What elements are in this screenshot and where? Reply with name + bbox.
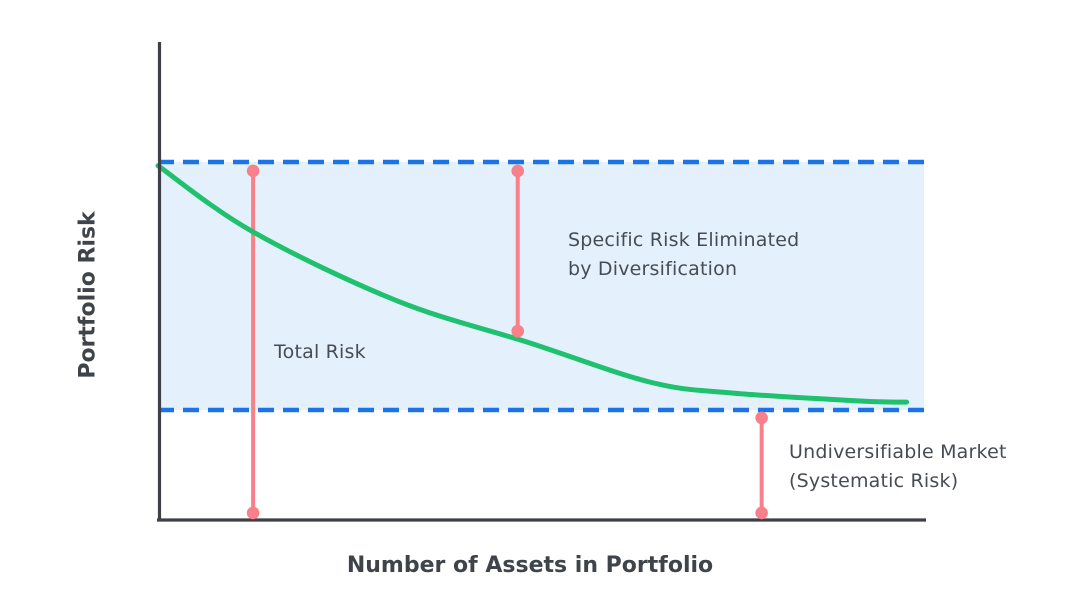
total-risk-span-top-dot (246, 164, 260, 178)
y-axis-label: Portfolio Risk (75, 211, 101, 379)
annotation-specific-risk: Specific Risk Eliminated by Diversificat… (567, 228, 800, 280)
total-risk-curve (155, 163, 910, 405)
total-risk-span-bottom-dot (246, 506, 260, 520)
specific-risk-span-top-dot (511, 164, 525, 178)
specific-risk-span-bottom-dot (511, 324, 525, 338)
systematic-risk-span-top-dot (755, 411, 768, 425)
annotation-total-risk: Total Risk (274, 341, 366, 364)
x-axis-label: Number of Assets in Portfolio (346, 553, 714, 578)
diversifiable-risk-band (159, 162, 924, 410)
annotation-systematic-risk: Undiversifiable Market (Systematic Risk) (789, 441, 1007, 493)
systematic-risk-span-bottom-dot (755, 506, 768, 520)
